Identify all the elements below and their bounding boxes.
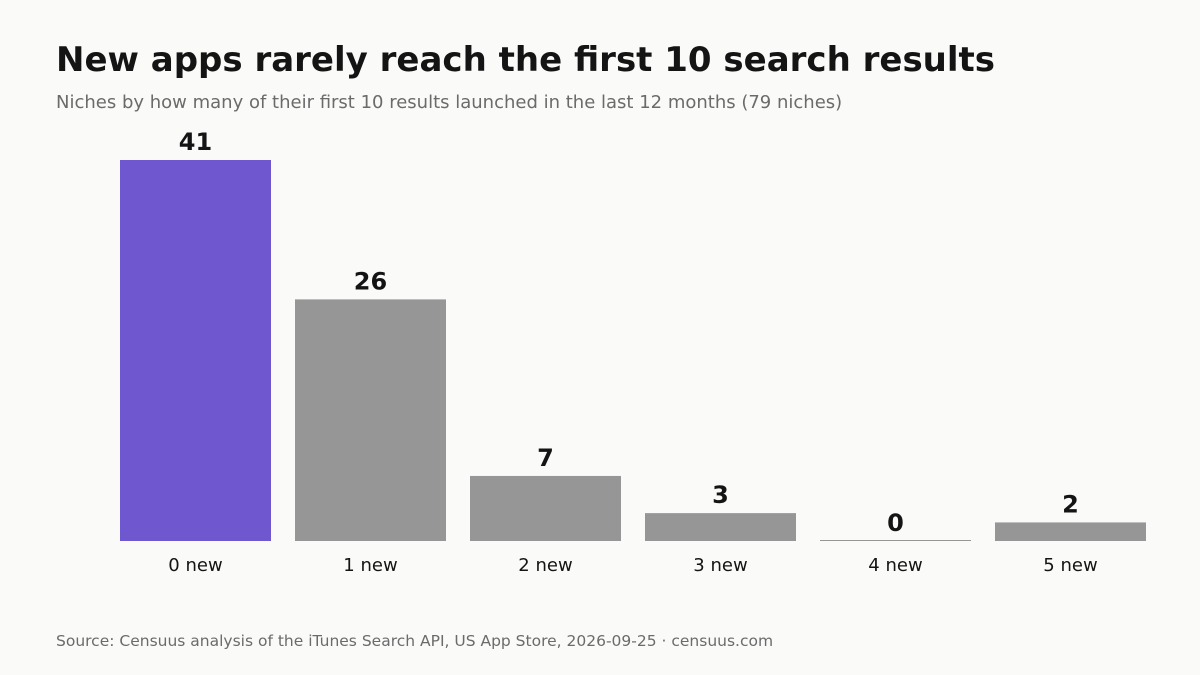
x-tick-label: 5 new (1043, 555, 1097, 576)
bar-5-new (995, 522, 1146, 541)
bar-2-new (470, 475, 621, 541)
x-tick-label: 0 new (168, 555, 222, 576)
value-label: 3 (712, 481, 729, 509)
value-label: 26 (354, 267, 387, 295)
x-tick-label: 2 new (518, 555, 572, 576)
value-label: 41 (179, 128, 212, 156)
chart-subtitle: Niches by how many of their first 10 res… (56, 92, 843, 113)
bar-0-new (120, 160, 271, 541)
source-note: Source: Censuus analysis of the iTunes S… (56, 632, 774, 650)
x-tick-label: 1 new (343, 555, 397, 576)
chart-title: New apps rarely reach the first 10 searc… (56, 40, 996, 80)
value-label: 0 (887, 509, 904, 537)
value-label: 7 (537, 444, 554, 472)
bar-1-new (295, 299, 446, 541)
x-tick-label: 3 new (693, 555, 747, 576)
bar-3-new (645, 513, 796, 541)
x-tick-label: 4 new (868, 555, 922, 576)
value-label: 2 (1062, 490, 1079, 518)
